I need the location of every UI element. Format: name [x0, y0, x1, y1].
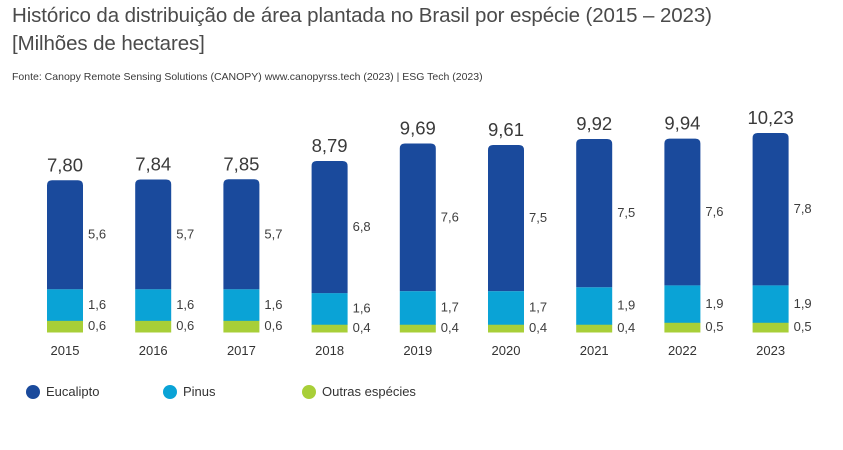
bar-pinus-2023 [752, 285, 789, 323]
segment-label-outras-2020: 0,4 [529, 320, 547, 335]
segment-label-outras-2018: 0,4 [353, 320, 371, 335]
total-label-2023: 10,23 [747, 107, 793, 128]
legend-swatch-eucalipto [26, 384, 40, 399]
segment-label-outras-2016: 0,6 [176, 318, 194, 333]
total-label-2017: 7,85 [223, 153, 259, 174]
bar-eucalipto-2023 [752, 133, 789, 286]
stacked-bar-chart: 0,6 1,6 5,6 7,80 2015 0,6 1,6 5,7 7,84 2016 0,6 1,6… [47, 107, 812, 358]
bar-outras-2022 [664, 322, 701, 333]
x-tick-label-2017: 2017 [227, 343, 256, 358]
x-tick-label-2019: 2019 [403, 343, 432, 358]
segment-label-pinus-2015: 1,6 [88, 297, 106, 312]
bar-pinus-2017 [223, 289, 260, 321]
bar-pinus-2019 [399, 291, 436, 325]
bar-eucalipto-2017 [223, 179, 260, 290]
total-label-2018: 8,79 [312, 135, 348, 156]
bar-outras-2023 [752, 322, 789, 333]
legend-label-outras: Outras espécies [322, 384, 416, 399]
chart-legend: Eucalipto Pinus Outras espécies [0, 384, 843, 404]
total-label-2020: 9,61 [488, 119, 524, 140]
segment-label-outras-2015: 0,6 [88, 318, 106, 333]
total-label-2016: 7,84 [135, 153, 171, 174]
bar-pinus-2022 [664, 285, 701, 323]
bar-outras-2020 [488, 324, 524, 333]
segment-label-eucalipto-2022: 7,6 [705, 204, 723, 219]
bar-eucalipto-2020 [488, 145, 524, 292]
segment-label-eucalipto-2018: 6,8 [353, 219, 371, 234]
legend-label-eucalipto: Eucalipto [46, 384, 100, 399]
bar-eucalipto-2022 [664, 138, 701, 286]
segment-label-pinus-2020: 1,7 [529, 300, 547, 315]
total-label-2021: 9,92 [576, 113, 612, 134]
x-tick-label-2018: 2018 [315, 343, 344, 358]
legend-label-pinus: Pinus [183, 384, 216, 399]
segment-label-pinus-2021: 1,9 [617, 298, 635, 313]
chart-source: Fonte: Canopy Remote Sensing Solutions (… [12, 71, 483, 83]
legend-swatch-outras [302, 384, 316, 399]
segment-label-pinus-2023: 1,9 [794, 296, 812, 311]
legend-swatch-pinus [163, 384, 177, 399]
x-tick-label-2022: 2022 [668, 343, 697, 358]
x-tick-label-2016: 2016 [139, 343, 168, 358]
legend-item-outras: Outras espécies [302, 384, 416, 399]
x-tick-label-2015: 2015 [51, 343, 80, 358]
segment-label-eucalipto-2019: 7,6 [441, 209, 459, 224]
bar-outras-2017 [223, 320, 260, 333]
segment-label-outras-2023: 0,5 [794, 319, 812, 334]
total-label-2022: 9,94 [664, 113, 700, 134]
segment-label-eucalipto-2015: 5,6 [88, 227, 106, 242]
segment-label-pinus-2018: 1,6 [353, 301, 371, 316]
chart-title-line2: [Milhões de hectares] [12, 32, 205, 55]
bar-pinus-2018 [311, 293, 348, 325]
bar-eucalipto-2016 [135, 179, 172, 290]
legend-item-eucalipto: Eucalipto [26, 384, 99, 399]
x-tick-label-2020: 2020 [492, 343, 521, 358]
x-tick-label-2023: 2023 [756, 343, 785, 358]
bar-pinus-2020 [488, 291, 524, 325]
legend-item-pinus: Pinus [163, 384, 216, 399]
chart-title-line1: Histórico da distribuição de área planta… [12, 4, 712, 27]
segment-label-outras-2021: 0,4 [617, 320, 635, 335]
bar-pinus-2015 [47, 289, 83, 321]
segment-label-outras-2017: 0,6 [264, 318, 282, 333]
segment-label-outras-2022: 0,5 [705, 319, 723, 334]
bar-pinus-2021 [576, 287, 613, 325]
segment-label-outras-2019: 0,4 [441, 320, 459, 335]
segment-label-pinus-2022: 1,9 [705, 296, 723, 311]
segment-label-pinus-2016: 1,6 [176, 297, 194, 312]
bar-outras-2018 [311, 324, 348, 333]
bar-eucalipto-2019 [399, 143, 436, 292]
segment-label-pinus-2017: 1,6 [264, 297, 282, 312]
bar-pinus-2016 [135, 289, 172, 321]
segment-label-pinus-2019: 1,7 [441, 300, 459, 315]
segment-label-eucalipto-2023: 7,8 [794, 201, 812, 216]
segment-label-eucalipto-2021: 7,5 [617, 205, 635, 220]
bar-eucalipto-2015 [47, 180, 83, 290]
bar-outras-2019 [399, 324, 436, 333]
bar-outras-2021 [576, 324, 613, 333]
segment-label-eucalipto-2016: 5,7 [176, 226, 194, 241]
bar-outras-2015 [47, 320, 83, 333]
x-tick-label-2021: 2021 [580, 343, 609, 358]
total-label-2015: 7,80 [47, 154, 83, 175]
total-label-2019: 9,69 [400, 118, 436, 139]
bar-eucalipto-2021 [576, 139, 613, 288]
chart-title: Histórico da distribuição de área planta… [12, 2, 712, 58]
segment-label-eucalipto-2017: 5,7 [264, 226, 282, 241]
bar-eucalipto-2018 [311, 161, 348, 294]
segment-label-eucalipto-2020: 7,5 [529, 210, 547, 225]
bar-outras-2016 [135, 320, 172, 333]
